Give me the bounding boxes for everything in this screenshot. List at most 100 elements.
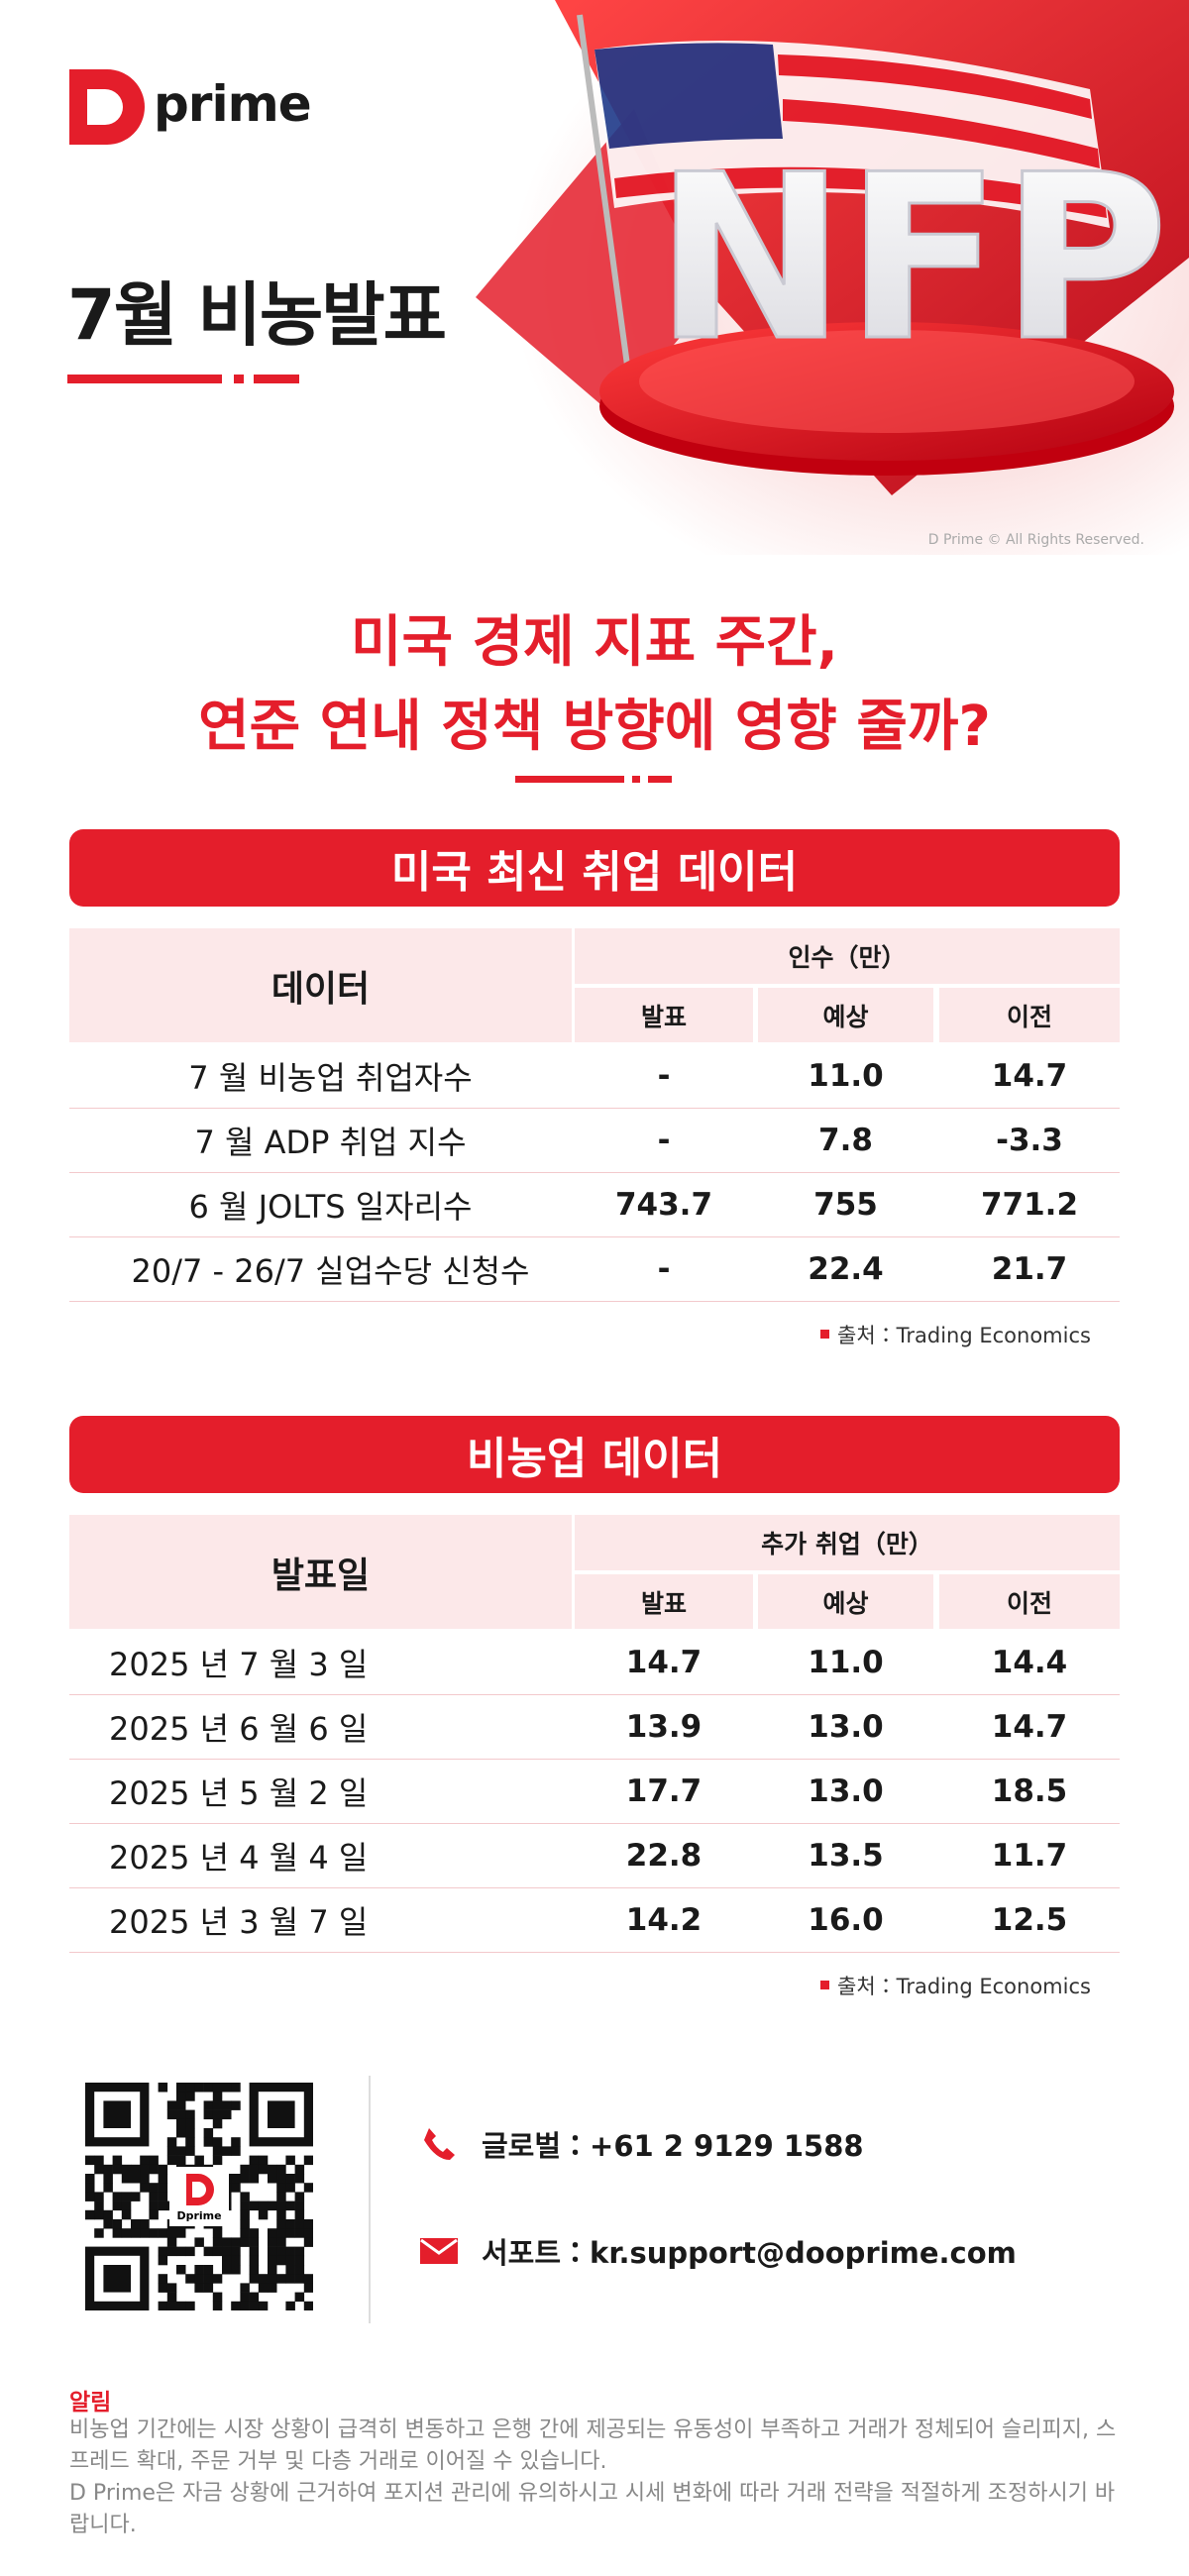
qr-module (176, 2155, 186, 2166)
qr-module (249, 2292, 260, 2303)
qr-module (94, 2209, 104, 2220)
cell-value: 14.4 (991, 1645, 1068, 1680)
qr-module (176, 2109, 186, 2120)
cell-value: 11.0 (808, 1645, 884, 1680)
qr-module (231, 2183, 241, 2193)
qr-module (176, 2265, 186, 2275)
qr-module (212, 2118, 223, 2129)
row-label: 2025 년 3 월 7 일 (109, 1903, 369, 1941)
qr-module (158, 2283, 168, 2293)
qr-logo (186, 2174, 214, 2205)
qr-module (176, 2301, 186, 2310)
qr-module (240, 2301, 250, 2310)
qr-module (294, 2192, 305, 2201)
qr-module (276, 2246, 286, 2257)
qr-module (203, 2137, 214, 2147)
qr-module (240, 2228, 250, 2238)
qr-module (140, 2174, 150, 2184)
qr-module (258, 2283, 269, 2293)
logo-text: prime (154, 75, 312, 133)
qr-module (176, 2100, 186, 2110)
qr-module (166, 2109, 177, 2120)
qr-module (85, 2209, 95, 2220)
qr-module (294, 2174, 305, 2184)
qr-module (158, 2228, 168, 2238)
qr-module (121, 2200, 132, 2211)
qr-module (294, 2209, 305, 2220)
qr-module (85, 2174, 95, 2184)
qr-module (194, 2265, 204, 2275)
qr-module (94, 2200, 104, 2211)
qr-module (231, 2237, 241, 2247)
qr-module (249, 2246, 260, 2257)
copyright: D Prime © All Rights Reserved. (927, 532, 1144, 548)
qr-module (212, 2083, 223, 2093)
qr-module (203, 2246, 214, 2257)
qr-module (276, 2209, 286, 2220)
source-marker (820, 1330, 829, 1339)
qr-module (303, 2301, 313, 2310)
qr-module (131, 2192, 141, 2201)
qr-module (185, 2301, 195, 2310)
cell-value: 22.8 (625, 1838, 703, 1874)
hero-text: NFP (655, 127, 1168, 391)
qr-module (268, 2174, 277, 2184)
qr-module (231, 2246, 241, 2257)
cell-value: 743.7 (614, 1187, 713, 1223)
qr-module (103, 2164, 113, 2175)
qr-module (249, 2274, 260, 2284)
qr-module (276, 2164, 286, 2175)
qr-module (176, 2146, 186, 2156)
qr-module (166, 2146, 177, 2156)
qr-module (294, 2255, 305, 2266)
qr-module (203, 2128, 214, 2138)
qr-module (158, 2255, 168, 2266)
row-label: 2025 년 4 월 4 일 (109, 1839, 369, 1877)
qr-module (212, 2100, 223, 2110)
qr-module (240, 2164, 250, 2175)
cell-value: 13.0 (808, 1773, 884, 1809)
qr-module (249, 2237, 260, 2247)
section-banner: 미국 최신 취업 데이터 (69, 829, 1120, 907)
cell-value: 771.2 (980, 1187, 1079, 1223)
cell-value: 14.7 (991, 1709, 1068, 1745)
qr-module (268, 2283, 277, 2293)
qr-module (268, 2164, 277, 2175)
cell-value: 14.2 (625, 1902, 703, 1938)
notice-text: D Prime은 자금 상황에 근거하여 포지션 관리에 유의하시고 시세 변화… (69, 2481, 1116, 2537)
qr-module (131, 2228, 141, 2238)
qr-module (285, 2301, 295, 2310)
qr-module (185, 2092, 195, 2101)
qr-module (212, 2237, 223, 2247)
qr-module (276, 2200, 286, 2211)
source-marker (820, 1981, 829, 1989)
qr-module (185, 2128, 195, 2138)
qr-module (285, 2183, 295, 2193)
cell-value: 755 (813, 1187, 878, 1223)
qr-module (294, 2292, 305, 2303)
notice: 비농업 기간에는 시장 상황이 급격히 변동하고 은행 간에 제공되는 유동성이… (69, 2415, 1130, 2541)
qr-module (249, 2228, 260, 2238)
qr-module (240, 2174, 250, 2184)
cell-value: 22.4 (808, 1251, 884, 1287)
qr-module (212, 2092, 223, 2101)
qr-module (149, 2228, 159, 2238)
qr-module (85, 2183, 95, 2193)
title: 7월 비농발표 (67, 274, 447, 356)
qr-module (203, 2283, 214, 2293)
qr-module (112, 2219, 123, 2229)
qr-module (276, 2237, 286, 2247)
qr-module (303, 2228, 313, 2238)
qr-module (131, 2219, 141, 2229)
qr-module (103, 2219, 113, 2229)
row-divider (69, 1694, 1120, 1695)
qr-module (94, 2164, 104, 2175)
qr-module (249, 2155, 260, 2166)
notice-text: 비농업 기간에는 시장 상황이 급격히 변동하고 은행 간에 제공되는 유동성이… (69, 2417, 1117, 2474)
cell-value: 13.0 (808, 1709, 884, 1745)
qr-module (303, 2219, 313, 2229)
qr-module (103, 2174, 113, 2184)
qr-module (285, 2219, 295, 2229)
qr-module (185, 2146, 195, 2156)
qr-module (176, 2092, 186, 2101)
